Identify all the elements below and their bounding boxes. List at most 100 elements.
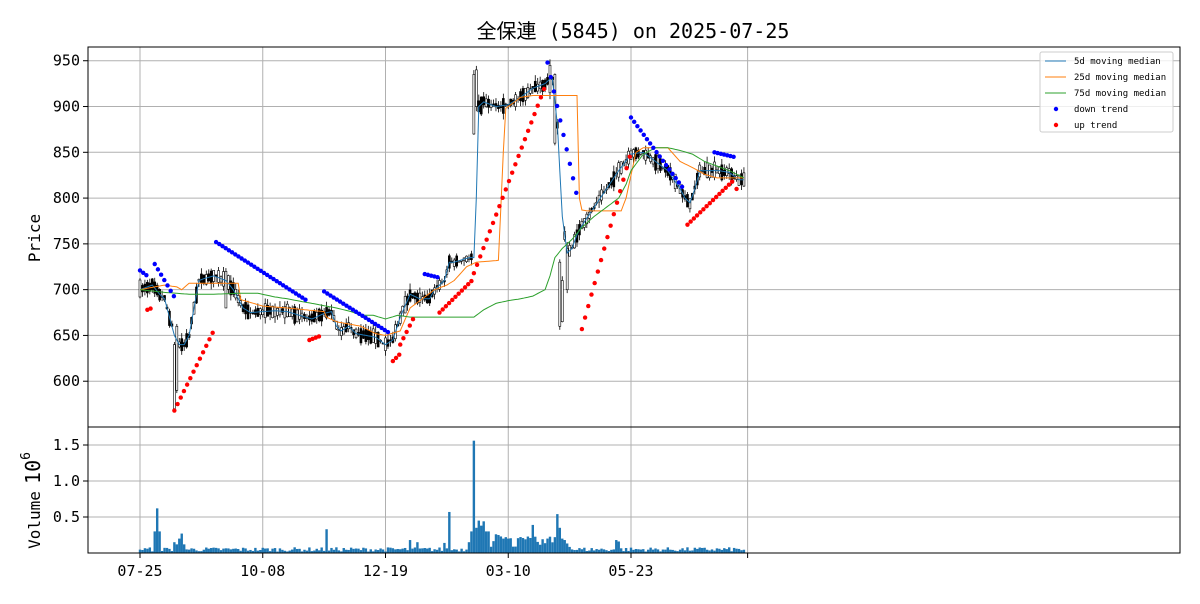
candle-body-up	[340, 327, 343, 336]
candle	[285, 300, 289, 318]
volume-bar	[698, 547, 701, 553]
up-trend-dot	[614, 200, 620, 205]
down-trend-dot	[357, 311, 362, 316]
candle	[209, 268, 213, 290]
volume-bar	[472, 440, 476, 553]
volume-bar	[661, 549, 665, 553]
candle-body-up	[467, 258, 471, 260]
up-trend-dot	[210, 330, 215, 336]
down-trend-dot	[350, 307, 356, 312]
up-trend-dot	[494, 212, 499, 217]
date-x-ticks: 07-25 10-08 12-19 03-10 05-23	[117, 553, 749, 580]
down-trend-dot	[337, 299, 343, 304]
volume-bar	[381, 549, 385, 553]
volume-bar	[146, 548, 149, 553]
volume-bar	[484, 531, 488, 553]
candle-body-down	[293, 306, 296, 324]
candle-body-up	[713, 161, 716, 178]
volume-bar	[349, 547, 353, 553]
candle	[173, 341, 176, 411]
volume-bar	[480, 525, 483, 553]
up-trend-dot	[608, 223, 613, 228]
volume-bar	[713, 550, 716, 553]
up-trend-dot	[194, 363, 199, 368]
candle-body-up	[175, 325, 179, 391]
down-trend-dot	[171, 293, 177, 299]
volume-bar	[524, 539, 527, 553]
volume-bar	[669, 549, 672, 553]
volume-bar	[644, 551, 647, 553]
up-trend-dot	[207, 337, 212, 342]
volume-bar	[394, 549, 397, 553]
up-trend-dot	[188, 375, 193, 381]
up-trend-dot	[497, 203, 502, 209]
candle	[344, 318, 348, 333]
volume-bars	[138, 440, 746, 553]
up-trend-dot	[197, 356, 203, 361]
down-trend-dot	[379, 325, 384, 331]
down-trend-dot	[372, 321, 378, 327]
up-trend-dot	[204, 343, 209, 348]
up-trend-dot	[717, 191, 722, 197]
candle	[708, 164, 711, 181]
down-trend-dot	[663, 162, 669, 168]
down-trend-dot	[325, 291, 330, 296]
up-trend-dot	[481, 245, 486, 251]
volume-bar	[234, 548, 237, 553]
candle	[200, 268, 203, 289]
volume-bar	[617, 541, 620, 553]
volume-bar	[300, 551, 304, 553]
volume-bar	[504, 537, 507, 553]
volume-bar	[723, 548, 726, 553]
down-trend-dot	[631, 119, 637, 125]
volume-bar	[205, 547, 208, 553]
up-trend-dot	[713, 194, 719, 200]
down-trend-dot	[255, 266, 260, 272]
volume-bar	[421, 548, 424, 553]
volume-bar	[182, 544, 186, 553]
down-trend-dot	[229, 250, 235, 255]
volume-bar	[384, 551, 387, 553]
price-y-ticks: 600 650 700 750 800 850 900 950	[53, 52, 88, 390]
volume-bar	[526, 536, 530, 553]
volume-bar	[310, 551, 314, 553]
volume-bar	[460, 548, 463, 553]
volume-bar	[335, 547, 338, 553]
chart-title: 全保連 (5845) on 2025-07-25	[477, 19, 790, 43]
volume-bar	[303, 549, 306, 553]
volume-bar	[219, 550, 223, 553]
volume-bar	[705, 549, 709, 553]
up-trend-dot	[538, 95, 544, 100]
candle-body-down	[497, 104, 500, 109]
candle-body-up	[315, 312, 319, 320]
candle	[715, 165, 719, 174]
price-tick-label: 950	[53, 52, 80, 70]
candle	[418, 287, 422, 307]
volume-bar	[580, 549, 584, 553]
volume-bar	[246, 550, 250, 553]
volume-bar	[237, 549, 240, 553]
down-trend-dot	[641, 132, 646, 138]
volume-bar	[556, 514, 559, 553]
up-trend-dot	[579, 326, 585, 332]
volume-bar	[342, 548, 345, 553]
up-trend-dot	[529, 120, 534, 125]
down-trend-dot	[303, 297, 308, 302]
volume-bar	[411, 548, 414, 553]
volume-bar	[180, 533, 183, 553]
up-trend-dot	[704, 204, 709, 209]
volume-bar	[676, 551, 679, 553]
volume-bar	[259, 549, 262, 553]
volume-bar	[148, 547, 152, 553]
up-trend-dot	[621, 177, 626, 182]
price-tick-label: 900	[53, 98, 80, 116]
volume-bar	[268, 551, 272, 553]
candle-body-up	[371, 328, 375, 343]
candle-body-up	[472, 74, 476, 135]
down-trend-dot	[213, 239, 219, 245]
down-trend-dot	[293, 291, 299, 296]
volume-bar	[408, 540, 412, 553]
volume-bar	[489, 546, 493, 553]
volume-bar	[619, 548, 623, 553]
candle-body-down	[310, 313, 314, 322]
